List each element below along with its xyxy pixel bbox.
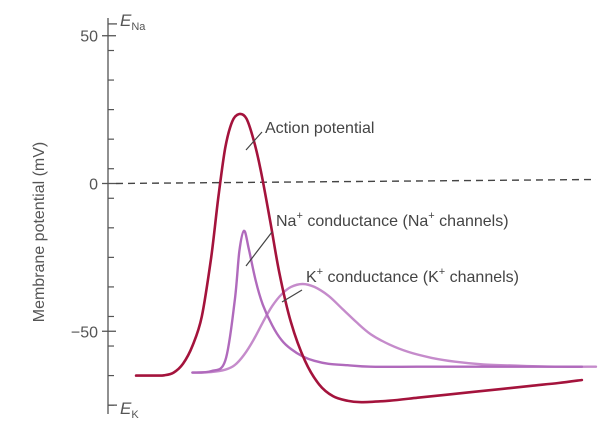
ek-label: EK xyxy=(120,399,139,421)
k-conductance-line xyxy=(191,282,598,374)
ena-label: ENa xyxy=(120,11,146,33)
na-conductance-label: Na+ conductance (Na+ channels) xyxy=(276,210,509,230)
na-label-sup2: + xyxy=(428,210,434,222)
y-axis: 50 0 −50 xyxy=(71,18,117,414)
y-tick-label: 50 xyxy=(80,29,98,46)
na-label-ion: Na xyxy=(276,213,297,230)
k-conductance-leader xyxy=(281,289,303,303)
y-axis-title: Membrane potential (mV) xyxy=(31,142,48,323)
k-label-mid: conductance (K xyxy=(323,269,439,286)
action-potential-label: Action potential xyxy=(265,120,374,137)
y-tick-label: −50 xyxy=(71,324,98,341)
k-label-sup: + xyxy=(317,266,323,278)
series-layer xyxy=(134,112,598,404)
k-label-end: channels) xyxy=(445,269,519,286)
k-label-sup2: + xyxy=(439,266,445,278)
action-potential-leader xyxy=(245,131,263,151)
na-conductance-line xyxy=(191,229,584,374)
ena-label-main: E xyxy=(120,11,132,30)
k-conductance-label: K+ conductance (K+ channels) xyxy=(306,266,519,286)
na-label-sup: + xyxy=(296,210,302,222)
ek-label-main: E xyxy=(120,399,132,418)
na-label-end: channels) xyxy=(435,213,509,230)
action-potential-line xyxy=(134,112,584,404)
ek-label-sub: K xyxy=(131,409,139,421)
zero-reference-line xyxy=(115,178,597,185)
na-label-mid: conductance (Na xyxy=(303,213,429,230)
na-conductance-leader xyxy=(245,231,273,267)
y-tick-label: 0 xyxy=(89,176,98,193)
ena-label-sub: Na xyxy=(131,21,146,33)
k-label-ion: K xyxy=(306,269,317,286)
